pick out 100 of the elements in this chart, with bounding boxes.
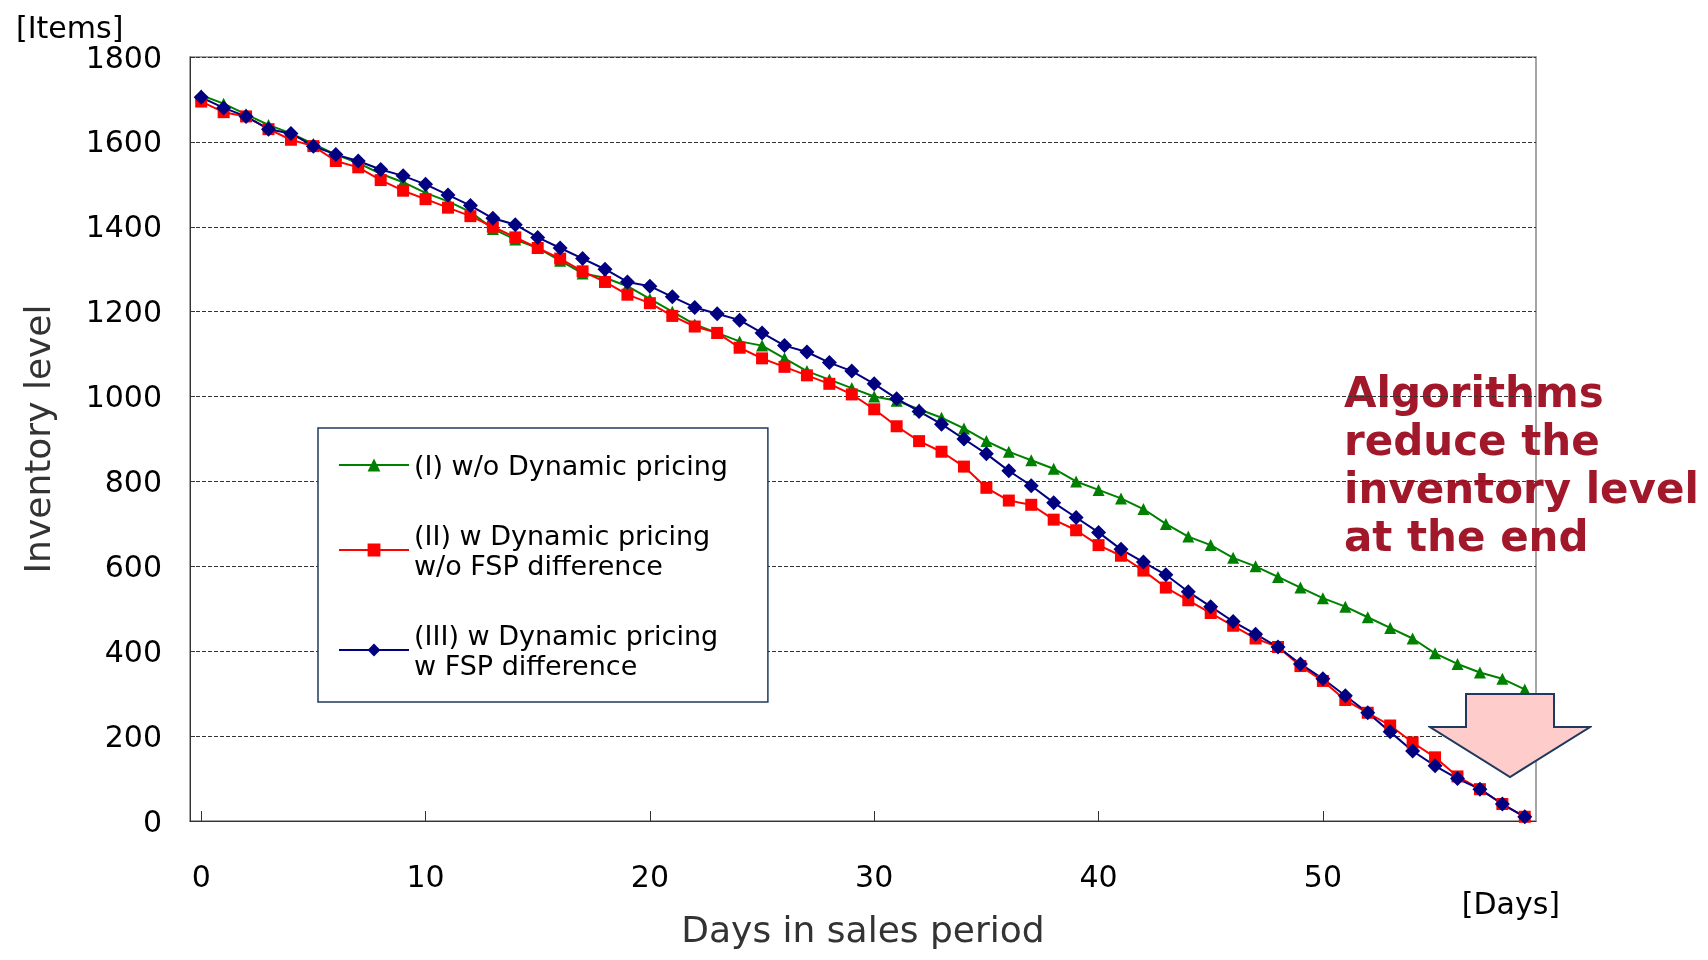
point bbox=[1159, 517, 1172, 530]
point bbox=[619, 274, 635, 290]
point bbox=[1092, 539, 1105, 552]
point bbox=[1384, 621, 1397, 634]
point bbox=[1091, 524, 1107, 540]
point bbox=[552, 240, 568, 256]
point bbox=[1158, 567, 1174, 583]
point bbox=[1361, 611, 1374, 624]
point bbox=[397, 184, 410, 197]
point bbox=[599, 275, 612, 288]
x-tick-label: 40 bbox=[1079, 858, 1118, 894]
point bbox=[1292, 656, 1308, 672]
point bbox=[1294, 581, 1307, 594]
point bbox=[980, 435, 993, 448]
point bbox=[373, 161, 389, 177]
point bbox=[1135, 554, 1151, 570]
point bbox=[823, 377, 836, 390]
point bbox=[890, 420, 903, 433]
point bbox=[441, 201, 454, 214]
point bbox=[350, 153, 366, 169]
point bbox=[776, 338, 792, 354]
point bbox=[1092, 483, 1105, 496]
point bbox=[1070, 475, 1083, 488]
point bbox=[1204, 539, 1217, 552]
point bbox=[621, 288, 634, 301]
y-axis-title: Inventory level bbox=[16, 304, 58, 574]
point bbox=[440, 187, 456, 203]
point bbox=[1180, 584, 1196, 600]
point bbox=[1406, 632, 1419, 645]
legend-label: (III) w Dynamic pricing w FSP difference bbox=[414, 619, 719, 681]
point bbox=[868, 403, 881, 416]
legend-label: (II) w Dynamic pricing w/o FSP difference bbox=[414, 519, 711, 581]
point bbox=[957, 422, 970, 435]
y-tick-label: 0 bbox=[142, 803, 162, 839]
point bbox=[1025, 498, 1038, 511]
legend-label: (I) w/o Dynamic pricing bbox=[414, 449, 728, 481]
point bbox=[1002, 445, 1015, 458]
point bbox=[419, 193, 432, 206]
annotation: Algorithms reduce the inventory level at the end bbox=[1344, 367, 1699, 561]
point bbox=[1203, 599, 1219, 615]
point bbox=[1249, 560, 1262, 573]
point bbox=[395, 168, 411, 184]
point bbox=[1405, 743, 1421, 759]
point bbox=[733, 341, 746, 354]
point bbox=[913, 435, 926, 448]
point bbox=[1137, 503, 1150, 516]
point bbox=[507, 217, 523, 233]
point bbox=[754, 325, 770, 341]
point bbox=[1002, 494, 1015, 507]
point bbox=[485, 210, 501, 226]
x-tick-label: 20 bbox=[630, 858, 669, 894]
point bbox=[462, 198, 478, 214]
point bbox=[756, 352, 769, 365]
point bbox=[756, 339, 769, 352]
point bbox=[1451, 657, 1464, 670]
point bbox=[687, 299, 703, 315]
point bbox=[1225, 614, 1241, 630]
point bbox=[374, 174, 387, 187]
point bbox=[1429, 647, 1442, 660]
point bbox=[666, 309, 679, 322]
point bbox=[1047, 462, 1060, 475]
point bbox=[1382, 724, 1398, 740]
y-tick-label: 200 bbox=[104, 718, 162, 754]
point bbox=[1025, 454, 1038, 467]
x-tick-label: 10 bbox=[406, 858, 445, 894]
point bbox=[664, 289, 680, 305]
point bbox=[956, 431, 972, 447]
point bbox=[216, 100, 232, 116]
point bbox=[1070, 524, 1083, 537]
point bbox=[1337, 688, 1353, 704]
point bbox=[418, 176, 434, 192]
point bbox=[1473, 666, 1486, 679]
point bbox=[1449, 771, 1465, 787]
y-tick-label: 1000 bbox=[85, 379, 162, 415]
point bbox=[1068, 510, 1084, 526]
point bbox=[1427, 758, 1443, 774]
point bbox=[1339, 600, 1352, 613]
point bbox=[799, 344, 815, 360]
point bbox=[597, 261, 613, 277]
point bbox=[1316, 592, 1329, 605]
y-tick-label: 1600 bbox=[85, 124, 162, 160]
point bbox=[642, 278, 658, 294]
text: [Days] bbox=[1461, 885, 1560, 921]
point bbox=[957, 460, 970, 473]
x-tick-label: 50 bbox=[1303, 858, 1342, 894]
point bbox=[709, 306, 725, 322]
y-tick-label: 400 bbox=[104, 633, 162, 669]
y-tick-label: 1400 bbox=[85, 209, 162, 245]
y-tick-label: 1200 bbox=[85, 294, 162, 330]
point bbox=[1114, 492, 1127, 505]
point bbox=[866, 376, 882, 392]
point bbox=[1272, 570, 1285, 583]
point bbox=[643, 297, 656, 310]
y-tick-label: 800 bbox=[104, 463, 162, 499]
point bbox=[1248, 626, 1264, 642]
point bbox=[978, 446, 994, 462]
point bbox=[1159, 581, 1172, 594]
point bbox=[1001, 463, 1017, 479]
x-tick-label: 0 bbox=[191, 858, 211, 894]
point bbox=[530, 229, 546, 245]
